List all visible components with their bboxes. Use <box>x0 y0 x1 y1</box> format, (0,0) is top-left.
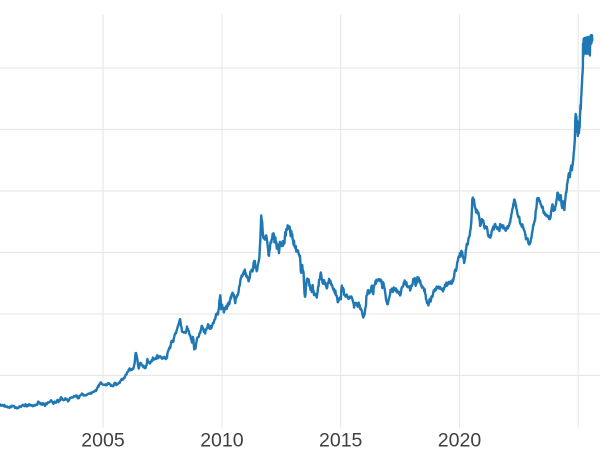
svg-text:2010: 2010 <box>200 430 244 450</box>
svg-text:2020: 2020 <box>438 430 482 450</box>
svg-text:2005: 2005 <box>81 430 125 450</box>
svg-text:2015: 2015 <box>319 430 363 450</box>
